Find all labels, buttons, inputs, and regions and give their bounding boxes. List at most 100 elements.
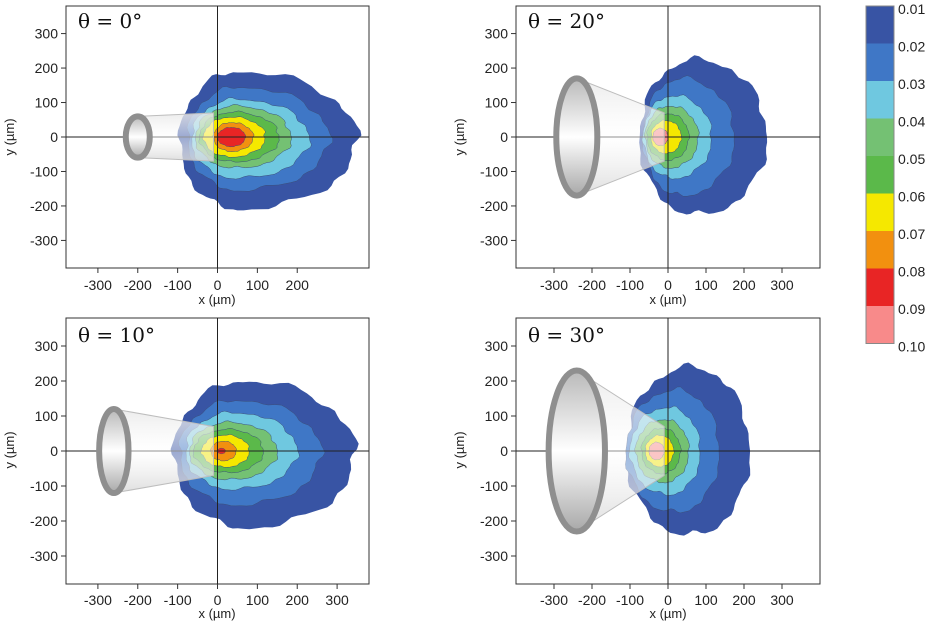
y-tick-label: -300 [480,232,508,248]
y-tick-label: -200 [480,198,508,214]
panel-theta-0: -300 -200 -100 0 100 200 300 200 100 0 -100 -200 -30… [2,5,370,307]
x-tick-label: 200 [732,277,756,293]
y-tick-label: 300 [485,26,509,42]
colorbar-swatch [866,156,894,194]
x-tick-label: 300 [770,592,794,608]
colorbar-border [865,5,895,344]
y-tick-label: 100 [485,408,509,424]
colorbar-swatch [866,193,894,231]
y-axis-label: y (µm) [452,118,467,155]
y-tick-label: -200 [480,513,508,529]
x-tick-label: -100 [164,592,192,608]
y-tick-label: 200 [485,373,509,389]
panel-title: θ = 20° [528,9,605,33]
y-tick-label: 300 [35,26,59,42]
y-tick-label: -100 [480,478,508,494]
y-tick-label: 200 [485,60,509,76]
x-tick-label: -200 [124,277,152,293]
x-tick-label: 100 [694,277,718,293]
colorbar-label: 0.03 [898,76,925,92]
x-tick-label: -200 [578,592,606,608]
colorbar-swatch [866,118,894,156]
x-tick-label: 100 [694,592,718,608]
colorbar-swatch [866,268,894,306]
x-tick-label: 300 [770,277,794,293]
colorbar-swatch [866,306,894,344]
x-tick-label: 0 [214,277,222,293]
fiber-ring-icon [553,75,601,199]
y-tick-label: 0 [50,129,58,145]
y-tick-label: 0 [50,443,58,459]
x-axis-label: x (µm) [198,606,235,621]
colorbar-label: 0.02 [898,39,925,55]
x-tick-label: 0 [214,592,222,608]
panel-title: θ = 10° [78,323,155,347]
x-tick-label: -100 [616,592,644,608]
x-tick-label: -300 [84,277,112,293]
x-tick-label: -100 [164,277,192,293]
colorbar: 0.01 0.02 0.03 0.04 0.05 0.06 0.07 0.08 0.09 0.10 [865,1,925,355]
fiber-ring-icon [545,367,608,535]
y-tick-label: -200 [30,198,58,214]
x-tick-label: 300 [325,592,349,608]
contour-layer: -300 -200 -100 0 100 200 300 200 100 0 -100 -200 -30… [30,6,369,293]
x-tick-label: -100 [616,277,644,293]
x-tick-label: -200 [124,592,152,608]
x-tick-label: -300 [84,592,112,608]
panel-theta-30: -300 -200 -100 0 100 200 300 300 200 100 0 -100 -200… [452,317,821,621]
y-axis-label: y (µm) [452,431,467,468]
colorbar-label: 0.01 [898,1,925,17]
x-tick-label: 100 [246,592,270,608]
y-tick-label: -300 [30,548,58,564]
colorbar-swatch [866,231,894,269]
colorbar-swatch [866,81,894,119]
y-tick-label: 0 [500,129,508,145]
y-tick-label: 200 [35,60,59,76]
y-axis-label: y (µm) [2,118,17,155]
y-tick-label: 200 [35,373,59,389]
x-tick-label: 100 [246,277,270,293]
x-tick-label: -300 [540,592,568,608]
y-axis-label: y (µm) [2,431,17,468]
colorbar-label: 0.08 [898,264,925,280]
fiber-ring-icon [122,113,153,161]
x-tick-label: 0 [664,592,672,608]
y-tick-label: 100 [485,95,509,111]
x-tick-label: -200 [578,277,606,293]
y-tick-label: 300 [485,338,509,354]
contour-layer: -300 -200 -100 0 100 200 300 300 200 100 0 -100 -200… [30,318,369,608]
y-tick-label: -300 [30,232,58,248]
colorbar-label: 0.07 [898,226,925,242]
y-tick-label: 300 [35,338,59,354]
panel-title: θ = 0° [78,9,142,33]
colorbar-label: 0.06 [898,189,925,205]
x-axis-label: x (µm) [649,292,686,307]
colorbar-label: 0.05 [898,151,925,167]
contour-layer: -300 -200 -100 0 100 200 300 300 200 100 0 -100 -200… [480,318,820,608]
contour-layer: -300 -200 -100 0 100 200 300 300 200 100 0 -100 -200… [480,6,820,293]
x-tick-label: 200 [732,592,756,608]
panel-title: θ = 30° [528,323,605,347]
colorbar-label: 0.04 [898,114,925,130]
x-tick-label: 0 [664,277,672,293]
y-tick-label: 0 [500,443,508,459]
colorbar-label: 0.09 [898,301,925,317]
y-tick-label: 100 [35,408,59,424]
colorbar-label: 0.10 [898,339,925,355]
y-tick-label: -100 [30,478,58,494]
colorbar-swatch [866,43,894,81]
colorbar-swatch [866,6,894,44]
panel-theta-20: -300 -200 -100 0 100 200 300 300 200 100 0 -100 -200… [452,5,821,307]
panel-theta-10: -300 -200 -100 0 100 200 300 300 200 100 0 -100 -200… [2,317,370,621]
y-tick-label: -300 [480,548,508,564]
x-axis-label: x (µm) [649,606,686,621]
fiber-ring-icon [96,406,132,496]
y-tick-label: -100 [480,163,508,179]
x-tick-label: 200 [286,277,310,293]
y-tick-label: -100 [30,163,58,179]
x-tick-label: 200 [286,592,310,608]
x-axis-label: x (µm) [198,292,235,307]
x-tick-label: -300 [540,277,568,293]
y-tick-label: 100 [35,95,59,111]
